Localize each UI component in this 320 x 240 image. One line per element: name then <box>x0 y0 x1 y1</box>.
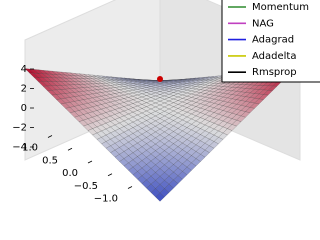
x-tick <box>67 147 73 151</box>
legend-label: Rmsprop <box>252 67 297 78</box>
axes: 4 2 0 −2 −41.0 0.5 0.0 −0.5 −1.0 <box>12 64 133 205</box>
z-tick-label: −4 <box>12 142 27 153</box>
surface-patch <box>155 192 165 202</box>
legend-label: NAG <box>252 18 274 29</box>
z-tick-label: 4 <box>21 64 27 75</box>
x-tick-label: −1.0 <box>94 194 118 205</box>
x-tick <box>87 160 93 164</box>
x-tick <box>127 186 133 189</box>
x-tick-label: 0.5 <box>42 155 58 166</box>
legend-label: Momentum <box>252 2 309 13</box>
x-tick-label: 0.0 <box>62 168 78 179</box>
legend-label: Adagrad <box>252 35 294 46</box>
chart: 4 2 0 −2 −41.0 0.5 0.0 −0.5 −1.0 Momentum NAG Adag… <box>12 0 320 205</box>
x-tick <box>107 173 113 177</box>
z-tick-label: 2 <box>21 84 27 95</box>
legend-label: Adadelta <box>252 51 296 62</box>
x-tick <box>47 135 53 138</box>
z-tick-label: 0 <box>21 103 27 114</box>
x-tick-label: −0.5 <box>74 181 98 192</box>
x-tick-label: 1.0 <box>22 143 38 154</box>
legend-box <box>221 0 320 83</box>
z-tick-label: −2 <box>12 123 27 134</box>
legend: Momentum NAG Adagrad Adadelta Rmsprop <box>221 0 320 83</box>
surface <box>24 68 296 202</box>
start-point <box>157 76 163 82</box>
